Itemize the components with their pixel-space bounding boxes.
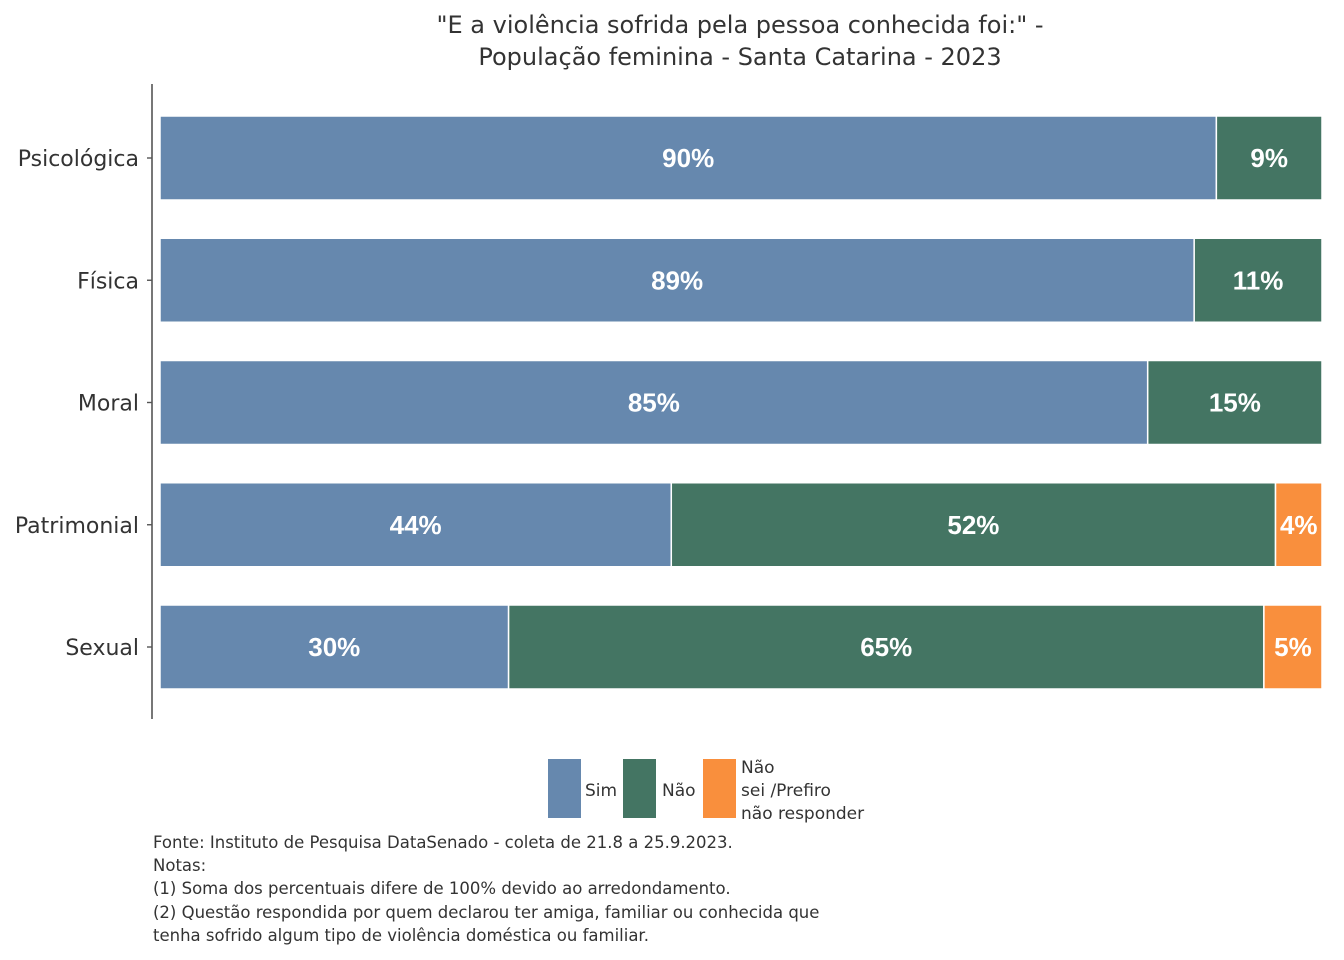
legend-swatch-sim [548,759,581,818]
source-notes: Fonte: Instituto de Pesquisa DataSenado … [153,831,819,947]
data-label-fisica-nao: 11% [1233,265,1284,295]
legend-swatch-nao [623,759,656,818]
data-label-sexual-sim: 30% [308,632,360,662]
caption-line-note-1: (1) Soma dos percentuais difere de 100% … [153,879,731,899]
data-label-patrimonial-nao: 52% [947,510,999,540]
legend-label-nao-sei-prefiro-nao-responder-line-1: Não [741,758,775,778]
legend-label-sim: Sim [585,781,617,801]
bar-fisica-sim [159,237,1195,323]
legend-label-nao-sei-prefiro-nao-responder-line-3: não responder [741,804,864,824]
bar-fisica-nao [1193,237,1323,323]
caption-line-notes-heading: Notas: [153,856,207,876]
category-label-sexual: Sexual [65,636,139,661]
bar-patrimonial-sim [159,482,673,568]
data-label-moral-nao: 15% [1209,388,1261,418]
caption-line-note-2: (2) Questão respondida por quem declarou… [153,902,820,922]
data-label-patrimonial-nao-sei-prefiro-nao-responder: 4% [1280,510,1318,540]
bar-patrimonial-nao [670,482,1277,568]
bar-psicologica-nao [1215,115,1323,201]
bars: 90% 9% 89% 11% 85% 15% 44% 52% 4% 30% 65% 5% [159,115,1323,690]
legend-label-nao-sei-prefiro-nao-responder-line-2: sei /Prefiro [741,781,831,801]
data-label-sexual-nao-sei-prefiro-nao-responder: 5% [1274,632,1312,662]
bar-sexual-nao [507,604,1265,690]
category-label-psicologica: Psicológica [18,147,139,172]
category-label-fisica: Física [77,269,139,294]
bar-sexual-sim [159,604,510,690]
legend-swatch-nao-sei-prefiro-nao-responder [703,759,736,818]
bar-sexual-nao-sei-prefiro-nao-responder [1263,604,1323,690]
legend-label-nao: Não [662,781,696,801]
chart-title-line-2: População feminina - Santa Catarina - 20… [478,43,1001,71]
data-label-psicologica-sim: 90% [662,143,714,173]
data-label-moral-sim: 85% [628,388,680,418]
legend: Sim Não Não sei /Prefiro não responder [548,758,864,824]
data-label-psicologica-nao: 9% [1250,143,1288,173]
y-axis: Psicológica Física Moral Patrimonial Sexual [15,84,153,719]
bar-moral-sim [159,359,1149,446]
category-label-moral: Moral [78,392,139,417]
chart-title: "E a violência sofrida pela pessoa conhe… [436,11,1043,71]
caption-line-note-2-cont: tenha sofrido algum tipo de violência do… [153,925,649,945]
data-label-sexual-nao: 65% [860,632,912,662]
bar-psicologica-sim [159,115,1218,201]
data-label-patrimonial-sim: 44% [390,510,442,540]
category-label-patrimonial: Patrimonial [15,514,139,539]
data-label-fisica-sim: 89% [651,265,703,295]
bar-patrimonial-nao-sei-prefiro-nao-responder [1274,482,1323,568]
bar-moral-nao [1146,359,1323,446]
caption-line-source: Fonte: Instituto de Pesquisa DataSenado … [153,833,733,852]
chart-title-line-1: "E a violência sofrida pela pessoa conhe… [436,11,1043,39]
